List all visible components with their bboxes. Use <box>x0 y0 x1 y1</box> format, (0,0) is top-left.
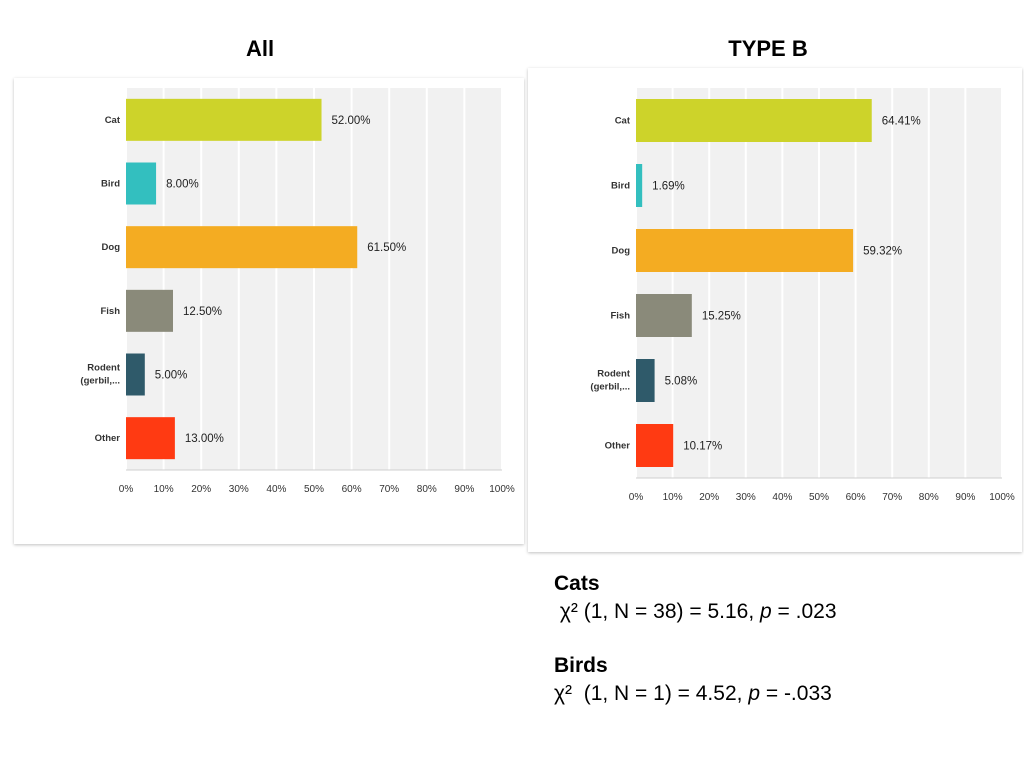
bar-chart-all: 0% 10% 20% 30% 40% 50% 60% 70% 80% 90% 100% 52.00% C… <box>80 88 515 495</box>
stat-args: (1, N = 38) = 5.16, <box>583 600 755 623</box>
category-label: Cat <box>615 116 631 127</box>
p-value: = .023 <box>777 600 837 623</box>
bar-value-label: 52.00% <box>332 115 371 127</box>
stat-block-birds: Birds χ² (1, N = 1) = 4.52, p = -.033 <box>554 654 832 706</box>
category-label: Other <box>605 441 631 452</box>
bar <box>126 353 145 396</box>
category-label: Rodent <box>597 369 631 380</box>
category-label: (gerbil,... <box>590 382 630 393</box>
bar <box>126 98 322 141</box>
x-tick-label: 0% <box>629 492 644 503</box>
bar <box>636 99 872 142</box>
x-tick-label: 0% <box>119 484 134 495</box>
x-tick-label: 40% <box>266 484 286 495</box>
chart-panel-type-b: 0% 10% 20% 30% 40% 50% 60% 70% 80% 90% 100% 64.41% C… <box>528 68 1022 552</box>
bar-value-label: 15.25% <box>702 311 741 323</box>
category-label: Dog <box>102 242 121 253</box>
bar-value-label: 10.17% <box>683 441 722 453</box>
bar-value-label: 1.69% <box>652 181 685 193</box>
category-label: (gerbil,... <box>80 376 120 387</box>
stat-line-birds: χ² (1, N = 1) = 4.52, p = -.033 <box>554 682 832 706</box>
category-label: Bird <box>611 181 630 192</box>
x-tick-label: 80% <box>417 484 437 495</box>
category-label: Bird <box>101 179 120 190</box>
bar <box>636 424 674 467</box>
bar <box>126 162 157 205</box>
x-tick-label: 50% <box>304 484 324 495</box>
stat-args: (1, N = 1) = 4.52, <box>583 682 743 705</box>
bar-value-label: 61.50% <box>367 242 406 254</box>
x-tick-label: 90% <box>955 492 975 503</box>
bar-value-label: 8.00% <box>166 179 199 191</box>
x-tick-label: 70% <box>379 484 399 495</box>
x-tick-label: 90% <box>454 484 474 495</box>
bar-chart-type-b: 0% 10% 20% 30% 40% 50% 60% 70% 80% 90% 100% 64.41% C… <box>590 88 1015 503</box>
x-tick-label: 20% <box>191 484 211 495</box>
x-tick-label: 20% <box>699 492 719 503</box>
bar <box>636 164 643 207</box>
bar <box>636 359 655 402</box>
category-label: Cat <box>105 115 121 126</box>
chi-symbol: χ² <box>554 682 573 705</box>
stat-line-cats: χ² (1, N = 38) = 5.16, p = .023 <box>554 600 837 624</box>
x-tick-label: 100% <box>989 492 1015 503</box>
chart-title-type-b: TYPE B <box>728 36 808 61</box>
p-value: = -.033 <box>765 682 832 705</box>
x-tick-label: 10% <box>663 492 683 503</box>
category-label: Fish <box>100 306 120 317</box>
bar-value-label: 5.08% <box>665 376 698 388</box>
x-tick-label: 60% <box>846 492 866 503</box>
bar <box>126 417 175 460</box>
x-tick-label: 100% <box>489 484 515 495</box>
x-tick-label: 60% <box>342 484 362 495</box>
stat-block-cats: Cats χ² (1, N = 38) = 5.16, p = .023 <box>554 572 837 624</box>
p-symbol: p <box>748 682 760 705</box>
x-tick-label: 70% <box>882 492 902 503</box>
category-label: Other <box>95 433 121 444</box>
bar <box>636 294 692 337</box>
x-tick-label: 10% <box>154 484 174 495</box>
chi-symbol: χ² <box>559 600 578 623</box>
category-label: Rodent <box>87 363 121 374</box>
x-tick-label: 30% <box>229 484 249 495</box>
bar <box>126 226 358 269</box>
bar <box>126 289 173 332</box>
bar-value-label: 12.50% <box>183 306 222 318</box>
bar-value-label: 5.00% <box>155 370 188 382</box>
x-tick-label: 50% <box>809 492 829 503</box>
x-tick-label: 40% <box>772 492 792 503</box>
bar-value-label: 64.41% <box>882 116 921 128</box>
category-label: Dog <box>612 246 631 257</box>
chart-panel-all: 0% 10% 20% 30% 40% 50% 60% 70% 80% 90% 100% 52.00% C… <box>14 78 524 544</box>
x-tick-label: 30% <box>736 492 756 503</box>
category-label: Fish <box>610 311 630 322</box>
bar <box>636 229 854 272</box>
stat-heading-cats: Cats <box>554 572 600 595</box>
chart-title-all: All <box>245 36 275 61</box>
stat-heading-birds: Birds <box>554 654 608 677</box>
bar-value-label: 59.32% <box>863 246 902 258</box>
p-symbol: p <box>760 600 772 623</box>
bar-value-label: 13.00% <box>185 433 224 445</box>
x-tick-label: 80% <box>919 492 939 503</box>
